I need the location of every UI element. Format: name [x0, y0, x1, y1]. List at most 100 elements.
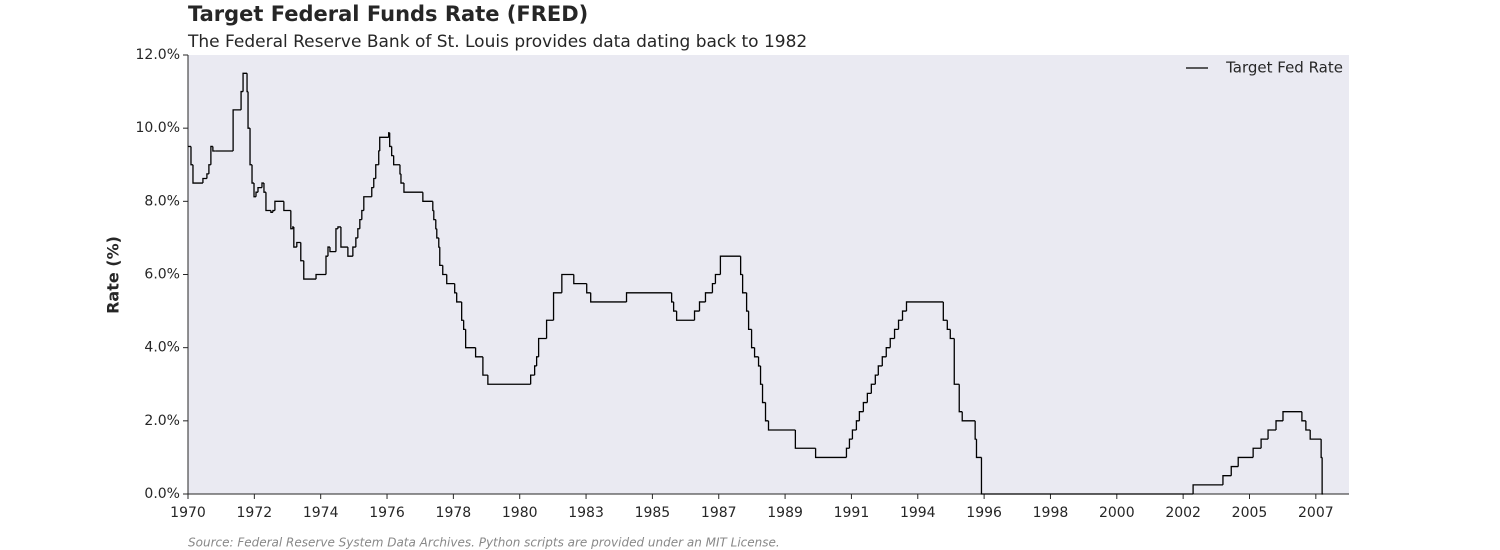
step-segment [251, 164, 255, 184]
step-segment [893, 328, 899, 339]
step-segment [359, 218, 362, 229]
step-segment [439, 247, 443, 267]
step-segment [265, 192, 271, 212]
legend-label: Target Fed Rate [1225, 59, 1343, 77]
step-segment [1222, 475, 1232, 485]
step-segment [232, 109, 242, 152]
step-segment [474, 347, 483, 358]
step-segment [698, 301, 706, 312]
step-segment [329, 247, 336, 253]
step-segment [246, 73, 249, 93]
step-segment [949, 329, 955, 340]
step-segment [202, 177, 207, 184]
step-segment [757, 356, 761, 367]
step-segment [315, 273, 326, 280]
step-segment [327, 246, 330, 257]
step-segment [753, 347, 759, 358]
step-segment [456, 292, 462, 303]
step-segment [767, 420, 796, 431]
step-segment [296, 241, 301, 248]
x-tick-label: 1985 [635, 505, 671, 521]
step-segment [335, 228, 338, 252]
step-segment [432, 201, 434, 212]
step-segment [363, 196, 372, 211]
step-segment [303, 260, 317, 280]
step-segment [1230, 465, 1239, 476]
step-segment [739, 256, 743, 276]
step-segment [1282, 411, 1302, 421]
step-segment [253, 183, 257, 198]
x-tick-label: 2007 [1298, 505, 1334, 521]
y-tick-label: 4.0% [144, 340, 180, 356]
source-note: Source: Federal Reserve System Data Arch… [188, 536, 780, 550]
step-segment [759, 365, 763, 385]
step-segment [261, 182, 264, 188]
step-segment [750, 329, 755, 349]
x-tick-label: 1983 [568, 505, 604, 521]
x-tick-label: 1980 [502, 505, 538, 521]
step-segment [858, 411, 864, 421]
step-segment [422, 192, 433, 202]
step-segment [764, 402, 769, 422]
x-tick-label: 2002 [1165, 505, 1201, 521]
step-segment [794, 429, 816, 449]
step-segment [741, 274, 747, 294]
step-segment [877, 365, 883, 376]
step-segment [210, 145, 213, 165]
step-segment [1305, 420, 1311, 431]
step-segment [552, 292, 562, 321]
step-segment [337, 226, 341, 229]
step-segment [433, 210, 436, 221]
step-segment [290, 210, 293, 230]
step-segment [375, 164, 379, 179]
step-segment [590, 292, 627, 303]
step-segment [1275, 420, 1283, 430]
step-segment [371, 186, 374, 197]
step-segment [897, 319, 903, 330]
step-segment [719, 255, 741, 275]
step-segment [573, 274, 587, 285]
step-segment [975, 439, 982, 459]
step-segment [442, 265, 447, 276]
step-segment [747, 311, 752, 331]
y-tick-label: 6.0% [144, 267, 180, 283]
step-segment [403, 183, 423, 193]
step-segment [340, 226, 348, 248]
step-segment [672, 301, 677, 312]
step-segment [255, 191, 258, 197]
x-tick-label: 1972 [237, 505, 273, 521]
step-segment [745, 292, 749, 312]
x-tick-label: 1989 [767, 505, 803, 521]
step-segment [263, 183, 266, 193]
step-segment [393, 155, 400, 166]
step-segment [545, 319, 554, 339]
y-tick-label: 10.0% [136, 120, 180, 136]
step-segment [257, 186, 262, 193]
step-segment [586, 283, 591, 294]
step-segment [373, 177, 376, 188]
chart-subtitle: The Federal Reserve Bank of St. Louis pr… [187, 32, 807, 52]
x-tick-label: 1974 [303, 505, 339, 521]
step-segment [379, 136, 389, 152]
step-segment [361, 209, 364, 220]
step-segment [1252, 447, 1262, 458]
step-segment [487, 375, 531, 385]
step-segment [862, 401, 868, 412]
step-segment [355, 237, 358, 248]
step-segment [391, 146, 394, 157]
x-tick-label: 1976 [369, 505, 405, 521]
step-segment [352, 246, 356, 257]
step-segment [704, 292, 713, 302]
step-segment [206, 173, 209, 179]
y-tick-label: 12.0% [136, 47, 180, 63]
y-axis-label: Rate (%) [104, 236, 123, 314]
step-segment [889, 337, 895, 348]
step-segment [249, 128, 253, 166]
y-tick-label: 2.0% [144, 413, 180, 429]
step-segment [905, 301, 944, 312]
step-segment [693, 310, 700, 321]
step-segment [463, 320, 466, 331]
step-segment [845, 447, 850, 458]
x-tick-label: 1991 [834, 505, 870, 521]
